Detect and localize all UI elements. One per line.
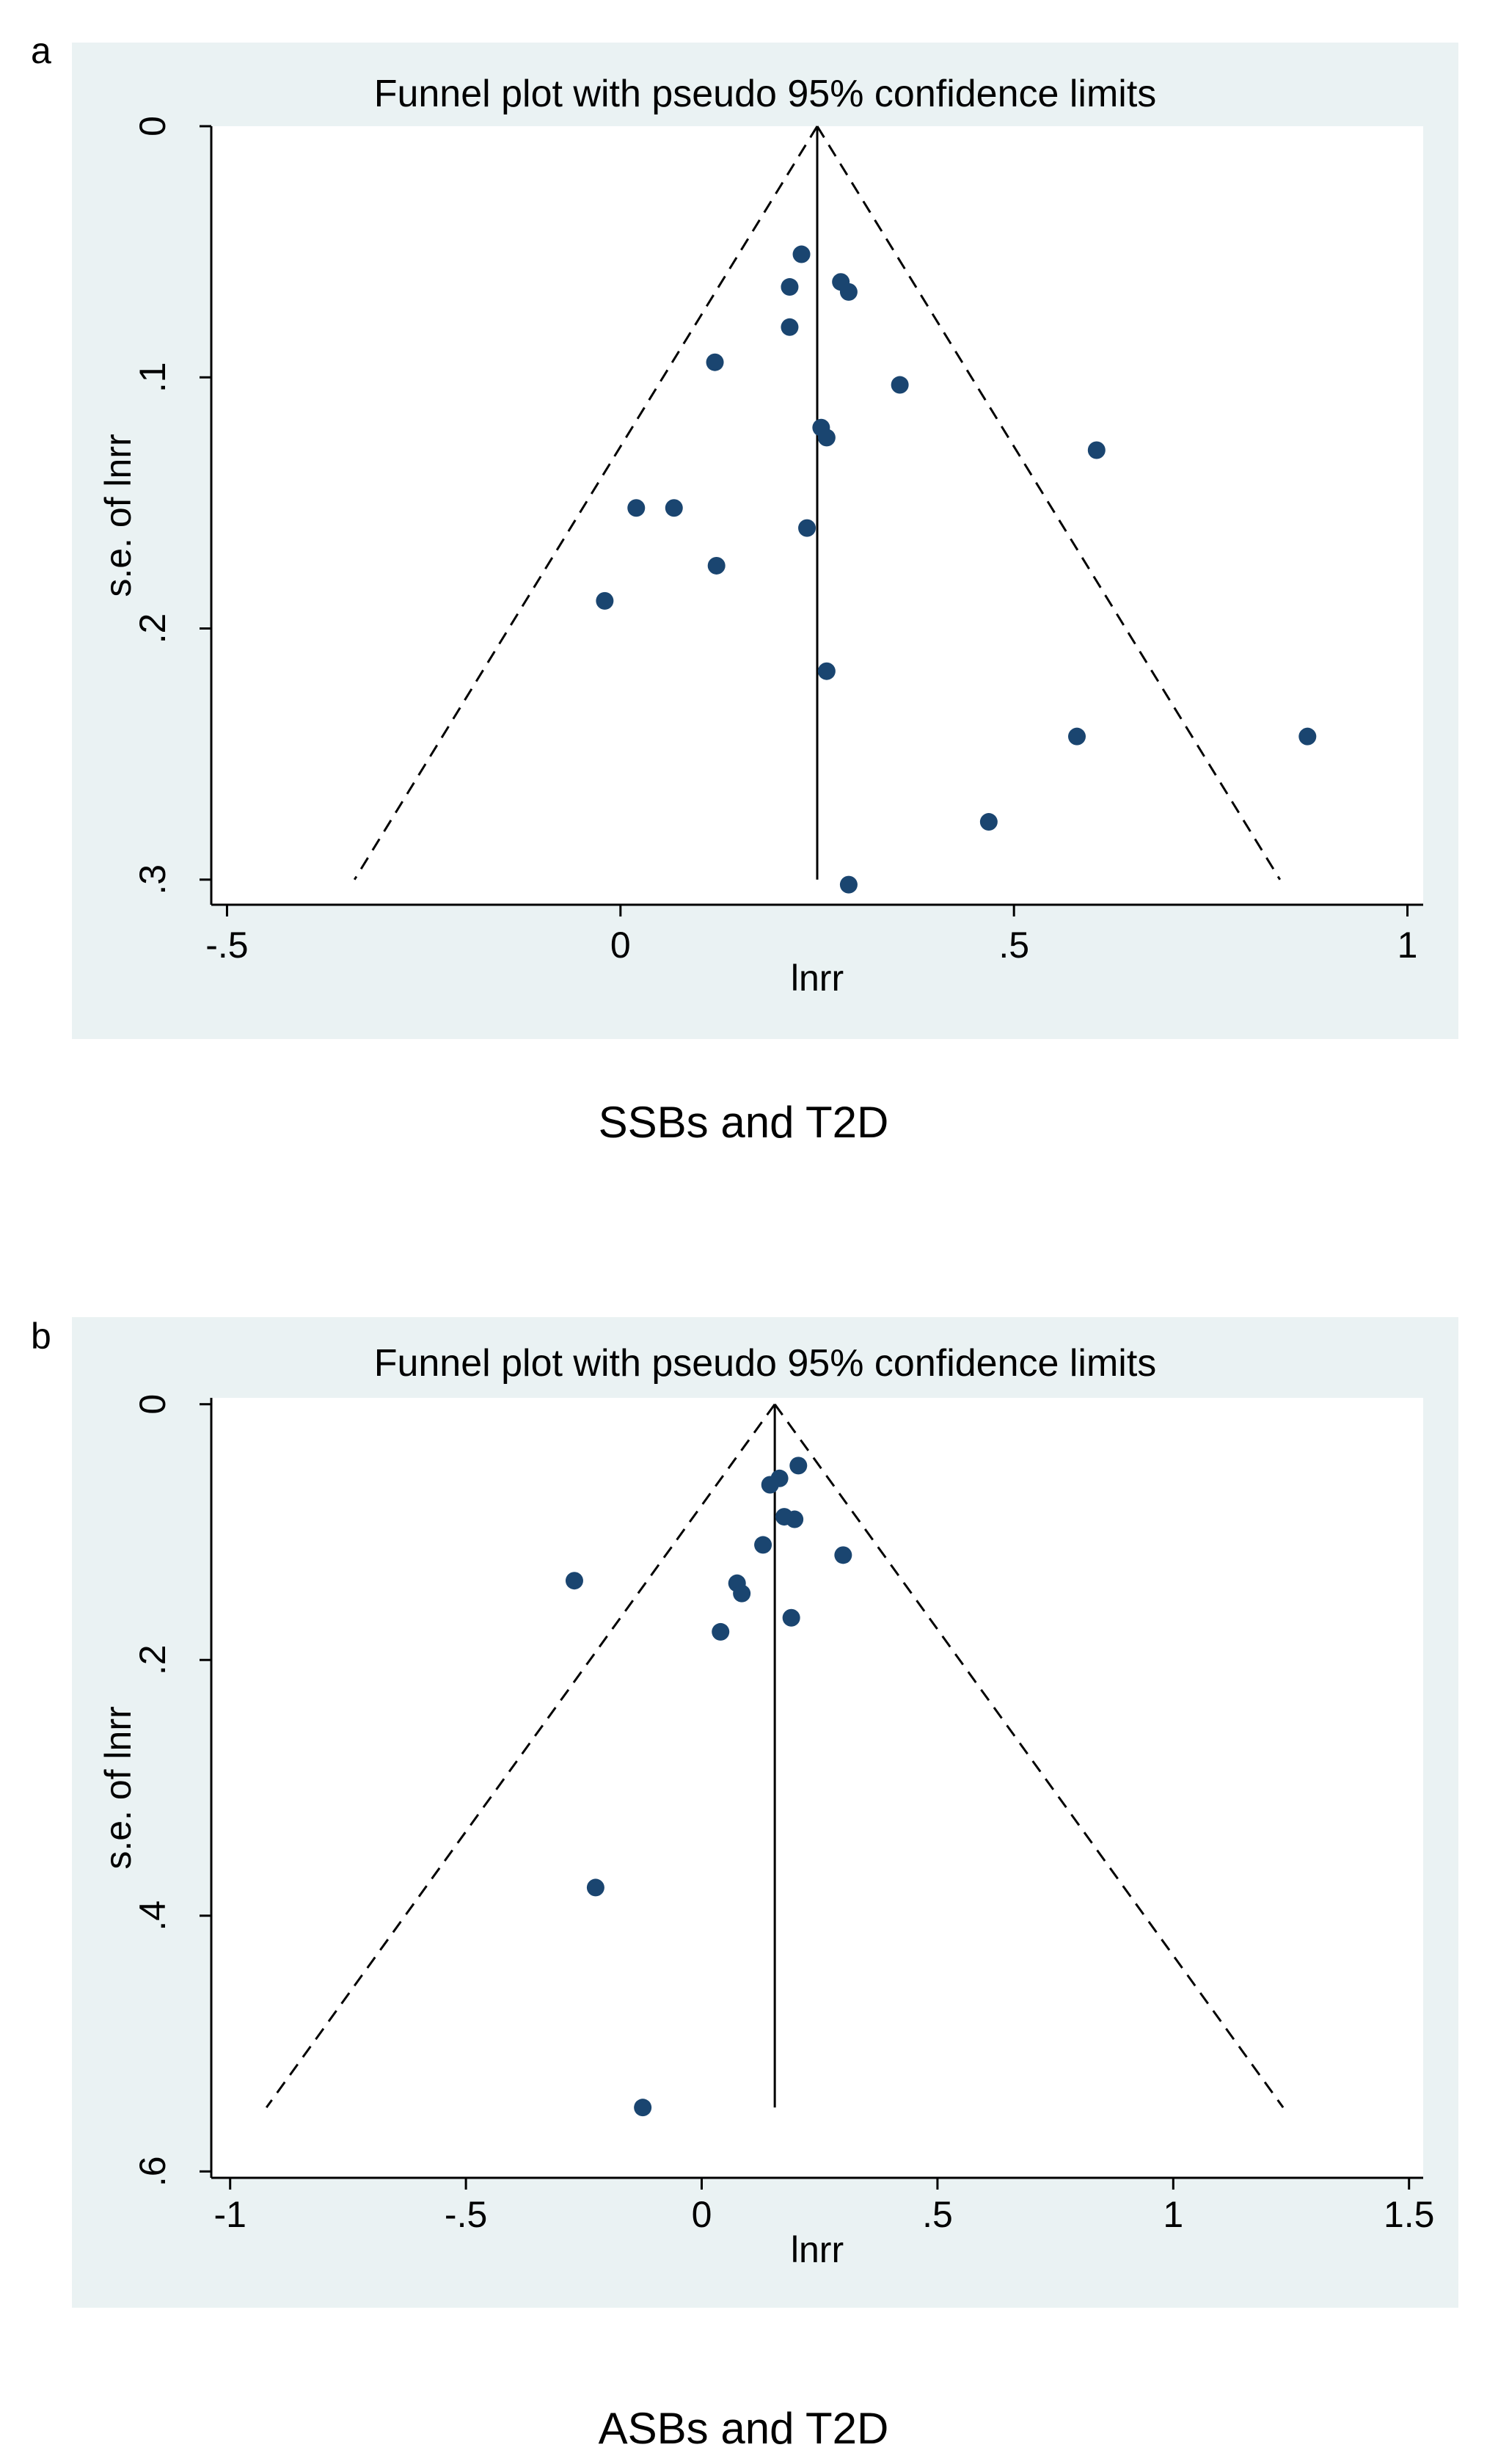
x-tick-label: .5 — [998, 925, 1029, 966]
study-point — [706, 353, 724, 371]
upper-confidence-limit — [816, 125, 1282, 881]
study-point — [586, 1878, 604, 1897]
x-tick-label: 1 — [1163, 2194, 1183, 2235]
y-axis-label: s.e. of lnrr — [98, 1706, 139, 1869]
panel-b: b Funnel plot with pseudo 95% confidence… — [0, 1277, 1487, 2464]
study-point — [707, 556, 726, 575]
study-point — [979, 813, 998, 831]
x-axis-label: lnrr — [791, 958, 844, 999]
study-point — [817, 429, 836, 447]
funnel-plot-a: Funnel plot with pseudo 95% confidence l… — [72, 43, 1458, 1039]
study-point — [891, 376, 909, 394]
study-point — [839, 283, 858, 301]
study-point — [627, 499, 646, 517]
y-tick-label: .2 — [132, 1644, 173, 1675]
study-point — [834, 1546, 852, 1564]
chart-title: Funnel plot with pseudo 95% confidence l… — [374, 1342, 1157, 1385]
panel-caption: SSBs and T2D — [598, 1098, 889, 1147]
study-point — [786, 1510, 804, 1528]
study-point — [1068, 727, 1086, 746]
x-tick-label: -.5 — [445, 2194, 487, 2235]
y-tick-label: .1 — [132, 362, 173, 393]
study-point — [733, 1584, 751, 1603]
y-tick-label: .3 — [132, 864, 173, 895]
x-tick-label: -.5 — [205, 925, 248, 966]
study-point — [754, 1536, 772, 1554]
y-tick-label: .4 — [132, 1900, 173, 1931]
x-tick-label: 0 — [610, 925, 631, 966]
y-tick-label: 0 — [132, 1394, 173, 1415]
study-point — [712, 1622, 730, 1641]
funnel-plot-b: Funnel plot with pseudo 95% confidence l… — [72, 1317, 1458, 2308]
study-point — [761, 1476, 779, 1494]
study-point — [817, 662, 836, 680]
study-point — [792, 245, 811, 263]
study-point — [798, 519, 816, 537]
study-point — [789, 1457, 808, 1475]
panel-caption: ASBs and T2D — [598, 2404, 889, 2453]
lower-confidence-limit — [265, 1403, 776, 2109]
study-point — [781, 318, 799, 336]
study-point — [781, 278, 799, 296]
study-point — [839, 875, 858, 894]
lower-confidence-limit — [353, 125, 819, 881]
panel-letter: b — [31, 1316, 51, 1357]
y-tick-label: .6 — [132, 2156, 173, 2187]
upper-confidence-limit — [773, 1403, 1285, 2109]
plot-area — [211, 1398, 1423, 2178]
panel-letter: a — [31, 30, 51, 71]
study-point — [1298, 727, 1317, 746]
panel-a: a Funnel plot with pseudo 95% confidence… — [31, 30, 1458, 1147]
x-tick-label: -1 — [213, 2194, 246, 2235]
study-point — [1087, 441, 1106, 459]
x-axis-label: lnrr — [791, 2229, 844, 2270]
study-point — [782, 1608, 800, 1627]
x-tick-label: 1 — [1398, 925, 1418, 966]
x-tick-label: 0 — [692, 2194, 712, 2235]
study-point — [634, 2099, 652, 2117]
study-point — [596, 591, 614, 610]
y-tick-label: .2 — [132, 613, 173, 644]
y-axis-label: s.e. of lnrr — [98, 434, 139, 597]
y-tick-label: 0 — [132, 116, 173, 136]
study-point — [665, 499, 683, 517]
chart-title: Funnel plot with pseudo 95% confidence l… — [374, 73, 1157, 115]
x-tick-label: 1.5 — [1384, 2194, 1435, 2235]
study-point — [565, 1572, 583, 1590]
x-tick-label: .5 — [922, 2194, 953, 2235]
